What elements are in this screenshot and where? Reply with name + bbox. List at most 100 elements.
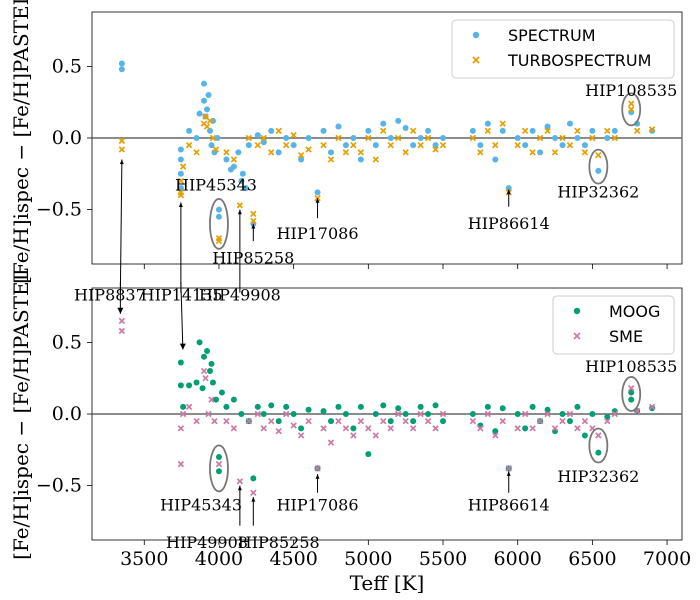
legend-marker-turbospectrum bbox=[472, 56, 480, 64]
point-spectrum bbox=[205, 92, 212, 99]
point-spectrum bbox=[387, 135, 394, 141]
point-sme bbox=[628, 385, 635, 392]
point-spectrum bbox=[177, 185, 184, 192]
point-moog bbox=[581, 432, 588, 439]
annotation-label: HIP86614 bbox=[468, 214, 550, 233]
point-sme bbox=[193, 417, 200, 425]
point-turbospectrum bbox=[402, 149, 409, 156]
point-turbospectrum bbox=[250, 217, 257, 225]
point-sme bbox=[282, 410, 290, 418]
point-spectrum bbox=[469, 127, 476, 134]
point-sme bbox=[417, 410, 424, 418]
point-sme bbox=[236, 478, 244, 485]
point-turbospectrum bbox=[581, 149, 589, 156]
point-spectrum bbox=[177, 170, 184, 177]
point-spectrum bbox=[589, 127, 596, 134]
point-moog bbox=[628, 389, 635, 396]
top-panel: HIP108535 HIP32362 HIP86614 HIP17086 HIP8525… bbox=[36, 11, 683, 305]
legend-label-spectrum: SPECTRUM bbox=[508, 26, 596, 45]
point-moog bbox=[327, 418, 334, 425]
point-turbospectrum bbox=[633, 127, 641, 135]
point-moog bbox=[223, 403, 230, 410]
point-turbospectrum bbox=[203, 123, 211, 130]
annotation-arrowhead bbox=[506, 189, 511, 195]
annotation-arrow bbox=[119, 159, 123, 293]
point-sme bbox=[505, 465, 512, 472]
top-legend-box bbox=[451, 19, 675, 79]
point-moog bbox=[529, 403, 536, 410]
point-sme bbox=[275, 427, 282, 435]
point-turbospectrum bbox=[477, 149, 484, 156]
x-tick-label: 3500 bbox=[120, 548, 168, 570]
point-turbospectrum bbox=[268, 149, 275, 156]
point-turbospectrum bbox=[559, 134, 566, 142]
point-turbospectrum bbox=[589, 134, 596, 142]
point-moog bbox=[380, 402, 387, 409]
point-sme bbox=[305, 417, 312, 425]
annotation-label: HIP108535 bbox=[585, 81, 677, 100]
point-spectrum bbox=[177, 156, 184, 163]
top-data-layer bbox=[92, 60, 682, 245]
point-sme bbox=[205, 410, 212, 418]
point-turbospectrum bbox=[245, 134, 253, 142]
point-spectrum bbox=[380, 120, 387, 127]
point-spectrum bbox=[204, 106, 211, 113]
bottom-legend-box bbox=[552, 295, 675, 355]
point-sme bbox=[469, 417, 477, 425]
point-spectrum bbox=[537, 149, 544, 156]
point-turbospectrum bbox=[365, 134, 372, 142]
point-spectrum bbox=[268, 127, 275, 134]
point-turbospectrum bbox=[566, 141, 574, 149]
point-turbospectrum bbox=[215, 237, 223, 245]
point-spectrum bbox=[327, 149, 334, 156]
top-ticks: 0.5 0.0 −0.5 bbox=[36, 55, 668, 269]
point-spectrum bbox=[186, 127, 193, 134]
x-tick-label: 7000 bbox=[643, 548, 691, 570]
point-sme bbox=[365, 425, 372, 432]
point-sme bbox=[439, 410, 447, 418]
point-turbospectrum bbox=[320, 141, 327, 149]
point-sme bbox=[380, 417, 387, 425]
point-moog bbox=[649, 405, 656, 412]
point-spectrum bbox=[544, 123, 551, 130]
point-turbospectrum bbox=[297, 151, 305, 159]
annotation-arrowhead bbox=[179, 343, 186, 350]
point-turbospectrum bbox=[230, 156, 238, 163]
point-spectrum bbox=[514, 135, 521, 141]
point-sme bbox=[230, 425, 238, 432]
point-spectrum bbox=[211, 149, 218, 156]
point-spectrum bbox=[522, 142, 529, 149]
point-turbospectrum bbox=[529, 149, 536, 156]
legend-marker-sme bbox=[573, 332, 581, 340]
annotation-label: HIP85258 bbox=[238, 533, 320, 552]
point-turbospectrum bbox=[118, 146, 126, 153]
point-sme bbox=[372, 432, 379, 439]
legend-label-sme: SME bbox=[609, 327, 643, 346]
point-sme bbox=[409, 425, 417, 432]
point-spectrum bbox=[574, 135, 581, 141]
x-tick-label: 5500 bbox=[419, 548, 467, 570]
point-sme bbox=[223, 417, 230, 425]
point-moog bbox=[484, 403, 491, 410]
bottom-data-layer bbox=[92, 317, 682, 496]
annotation-arrowhead bbox=[119, 159, 124, 165]
point-turbospectrum bbox=[469, 134, 477, 142]
point-moog bbox=[492, 428, 499, 435]
point-spectrum bbox=[230, 163, 237, 170]
x-tick-label: 6000 bbox=[494, 548, 542, 570]
annotation-label: HIP32362 bbox=[557, 467, 639, 486]
point-moog bbox=[260, 411, 267, 417]
point-turbospectrum bbox=[212, 146, 220, 153]
point-spectrum bbox=[505, 185, 512, 192]
point-spectrum bbox=[283, 135, 290, 141]
point-sme bbox=[297, 432, 305, 439]
point-turbospectrum bbox=[574, 127, 581, 135]
x-tick-label: 4000 bbox=[195, 548, 243, 570]
annotation-arrowhead bbox=[315, 198, 320, 203]
point-spectrum bbox=[201, 80, 208, 87]
point-moog bbox=[440, 418, 447, 425]
point-moog bbox=[275, 418, 282, 425]
point-sme bbox=[200, 367, 208, 375]
annotation-arrowhead bbox=[178, 202, 183, 208]
point-moog bbox=[180, 403, 187, 410]
